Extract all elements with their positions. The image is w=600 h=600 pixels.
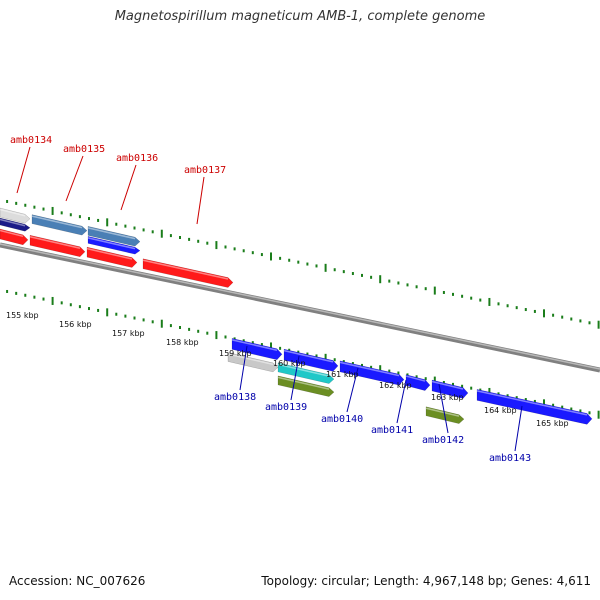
feature-bar-highlight xyxy=(339,361,400,377)
feature-bar xyxy=(31,214,88,236)
feature-bar-highlight xyxy=(29,236,81,249)
kbp-label: 160 kbp xyxy=(273,359,306,368)
gene-label-amb0140: amb0140 xyxy=(321,414,363,425)
feature-bar-highlight xyxy=(31,215,83,229)
backbone-highlight xyxy=(0,243,600,370)
label-leader-lines xyxy=(16,146,523,452)
feature-bar xyxy=(277,362,335,384)
backbone-line xyxy=(0,242,600,373)
feature-bar-highlight xyxy=(142,259,229,280)
gene-label-amb0136: amb0136 xyxy=(116,153,158,164)
feature-bar xyxy=(283,348,339,372)
gene-label-amb0143: amb0143 xyxy=(489,453,531,464)
genome-title: Magnetospirillum magneticum AMB-1, compl… xyxy=(114,9,486,24)
accession-text: Accession: NC_007626 xyxy=(9,574,146,588)
feature-bar-highlight xyxy=(476,390,588,416)
feature-bar-highlight xyxy=(283,349,334,363)
gene-label-amb0139: amb0139 xyxy=(265,402,307,413)
feature-bar xyxy=(231,338,283,361)
leader-line-amb0140 xyxy=(346,367,359,413)
feature-bar-highlight xyxy=(231,339,278,351)
feature-bar xyxy=(0,207,31,224)
leader-line-amb0139 xyxy=(290,355,300,401)
leader-line-amb0141 xyxy=(396,379,407,424)
feature-bar-highlight xyxy=(87,237,136,250)
leader-line-amb0143 xyxy=(514,405,523,452)
feature-bar xyxy=(0,228,29,246)
gene-label-amb0142: amb0142 xyxy=(422,435,464,446)
leader-line-amb0142 xyxy=(438,383,449,434)
leader-line-amb0137 xyxy=(196,176,205,225)
kbp-label: 158 kbp xyxy=(166,338,199,347)
feature-bar xyxy=(0,217,31,232)
feature-bar-highlight xyxy=(0,218,26,227)
feature-bar-highlight xyxy=(86,247,133,260)
feature-bar xyxy=(431,379,469,399)
kbp-label: 162 kbp xyxy=(379,381,412,390)
gene-label-amb0141: amb0141 xyxy=(371,425,413,436)
upper-tick-ruler xyxy=(6,199,600,329)
kbp-label: 164 kbp xyxy=(484,406,517,415)
feature-bar xyxy=(87,236,141,255)
gene-labels: amb0134 amb0135 amb0136 amb0137 amb0138 amb01… xyxy=(10,135,531,464)
feature-bar xyxy=(29,234,86,257)
leader-line-amb0138 xyxy=(239,345,248,391)
feature-bar-highlight xyxy=(425,407,460,417)
feature-bar xyxy=(87,226,141,247)
gene-label-amb0135: amb0135 xyxy=(63,144,105,155)
feature-bars xyxy=(0,207,593,425)
feature-bar-highlight xyxy=(227,353,274,366)
feature-bar xyxy=(339,360,405,386)
kbp-scale-labels: 155 kbp 156 kbp 157 kbp 158 kbp 159 kbp 160 k… xyxy=(6,311,569,428)
gene-label-amb0138: amb0138 xyxy=(214,392,256,403)
feature-bar-highlight xyxy=(277,376,330,390)
gene-label-amb0137: amb0137 xyxy=(184,165,226,176)
feature-bar xyxy=(142,258,234,288)
leader-line-amb0135 xyxy=(65,155,84,202)
kbp-label: 165 kbp xyxy=(536,419,569,428)
kbp-label: 156 kbp xyxy=(59,320,92,329)
feature-bar-highlight xyxy=(405,375,426,382)
leader-line-amb0134 xyxy=(16,146,31,194)
feature-bar-highlight xyxy=(431,380,464,390)
feature-bar xyxy=(405,374,431,391)
feature-bar xyxy=(277,375,335,397)
kbp-label: 163 kbp xyxy=(431,393,464,402)
genome-summary: Topology: circular; Length: 4,967,148 bp… xyxy=(261,574,591,588)
feature-bar xyxy=(476,389,593,425)
genome-backbone xyxy=(0,242,600,373)
leader-line-amb0136 xyxy=(120,164,137,211)
feature-bar-highlight xyxy=(0,208,26,217)
kbp-label: 161 kbp xyxy=(326,370,359,379)
kbp-label: 155 kbp xyxy=(6,311,39,320)
feature-bar-highlight xyxy=(0,229,24,238)
feature-bar xyxy=(86,246,138,268)
feature-bar-highlight xyxy=(87,227,136,240)
kbp-label: 159 kbp xyxy=(219,349,252,358)
kbp-label: 157 kbp xyxy=(112,329,145,338)
feature-bar-highlight xyxy=(277,363,330,377)
feature-bar xyxy=(227,352,279,373)
gene-label-amb0134: amb0134 xyxy=(10,135,52,146)
